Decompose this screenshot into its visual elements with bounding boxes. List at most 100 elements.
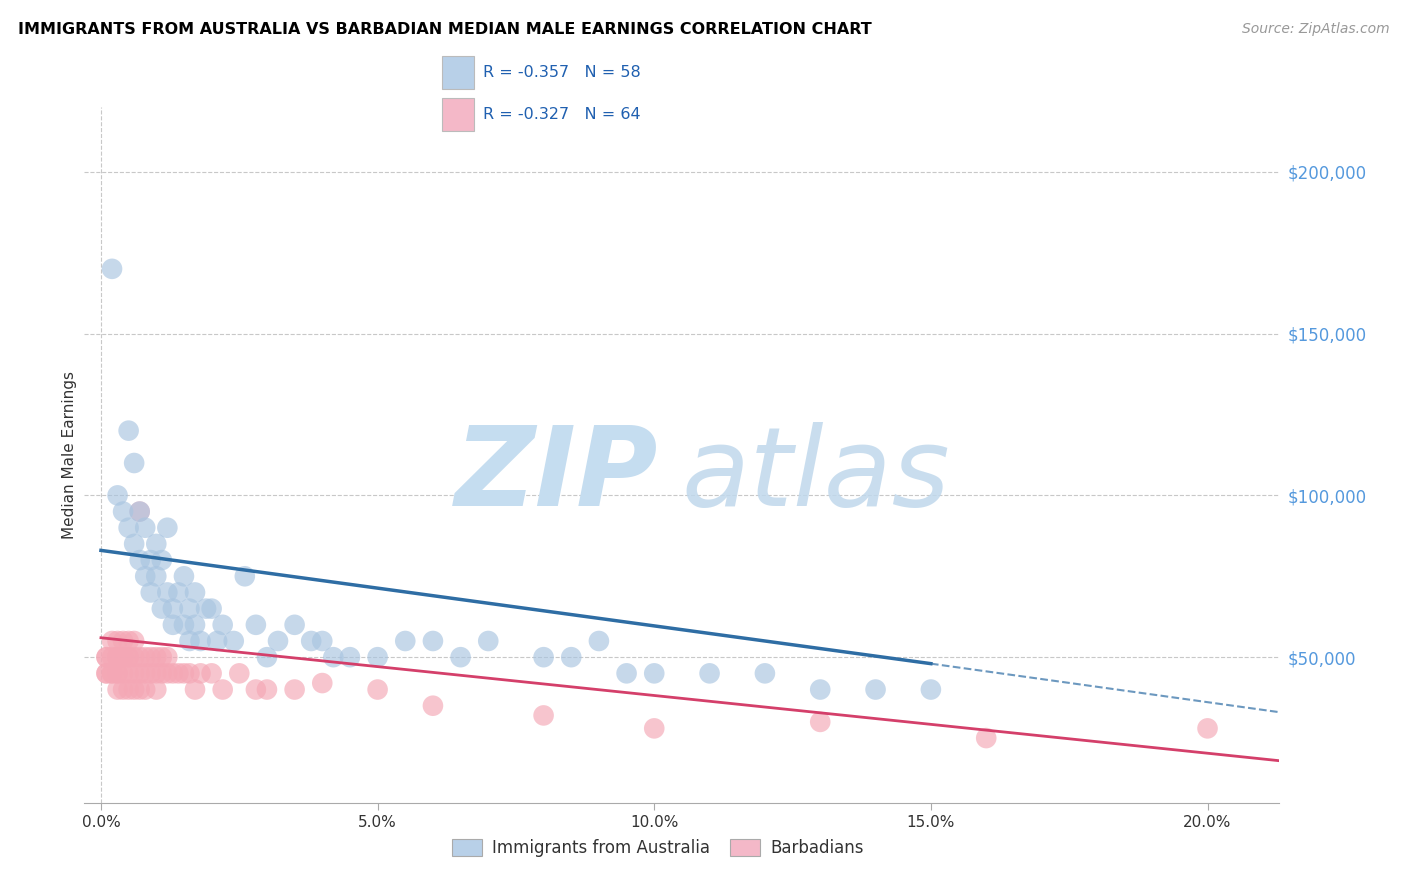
Point xyxy=(222,634,245,648)
Point xyxy=(128,504,150,518)
Point xyxy=(560,650,582,665)
Point xyxy=(134,682,156,697)
Point xyxy=(422,634,444,648)
Point xyxy=(96,650,118,665)
Point xyxy=(179,601,201,615)
Point xyxy=(450,650,472,665)
Point xyxy=(139,650,162,665)
Point xyxy=(201,666,224,681)
Point xyxy=(107,634,129,648)
Point xyxy=(107,682,129,697)
Point xyxy=(107,650,129,665)
Point xyxy=(339,650,361,665)
Point xyxy=(117,634,139,648)
Point xyxy=(211,682,233,697)
Point xyxy=(808,714,831,729)
Point xyxy=(477,634,499,648)
Point xyxy=(699,666,721,681)
Point xyxy=(101,634,124,648)
Point xyxy=(122,682,145,697)
Point xyxy=(156,650,179,665)
Point xyxy=(117,521,139,535)
Point xyxy=(139,585,162,599)
Point xyxy=(616,666,638,681)
Point xyxy=(643,722,665,736)
Point xyxy=(311,676,333,690)
Point xyxy=(117,650,139,665)
Point xyxy=(101,650,124,665)
Text: IMMIGRANTS FROM AUSTRALIA VS BARBADIAN MEDIAN MALE EARNINGS CORRELATION CHART: IMMIGRANTS FROM AUSTRALIA VS BARBADIAN M… xyxy=(18,22,872,37)
Point xyxy=(145,650,167,665)
Point xyxy=(117,682,139,697)
Point xyxy=(112,504,135,518)
Point xyxy=(134,569,156,583)
Point xyxy=(205,634,228,648)
Point xyxy=(112,634,135,648)
Point xyxy=(96,666,118,681)
Text: atlas: atlas xyxy=(682,422,950,529)
Point xyxy=(211,617,233,632)
Point xyxy=(150,553,173,567)
Point xyxy=(101,666,124,681)
Point xyxy=(643,666,665,681)
Point xyxy=(117,666,139,681)
Point xyxy=(533,708,555,723)
Point xyxy=(179,666,201,681)
Point xyxy=(284,682,307,697)
Text: R = -0.327   N = 64: R = -0.327 N = 64 xyxy=(484,107,641,122)
Point xyxy=(299,634,322,648)
Point xyxy=(96,650,118,665)
Point xyxy=(128,682,150,697)
Point xyxy=(173,617,195,632)
Point xyxy=(367,650,389,665)
Point xyxy=(233,569,256,583)
Point xyxy=(112,650,135,665)
FancyBboxPatch shape xyxy=(441,56,474,89)
Point xyxy=(228,666,250,681)
Point xyxy=(107,666,129,681)
Point xyxy=(156,666,179,681)
Point xyxy=(107,666,129,681)
Point xyxy=(322,650,344,665)
Point xyxy=(422,698,444,713)
Point xyxy=(134,666,156,681)
Point xyxy=(139,553,162,567)
Point xyxy=(162,601,184,615)
Point xyxy=(101,261,124,276)
Point xyxy=(167,585,190,599)
Point xyxy=(128,553,150,567)
Point xyxy=(145,537,167,551)
Point xyxy=(128,650,150,665)
Point xyxy=(117,650,139,665)
Point xyxy=(245,617,267,632)
Point xyxy=(256,682,278,697)
Legend: Immigrants from Australia, Barbadians: Immigrants from Australia, Barbadians xyxy=(446,832,870,864)
Point xyxy=(128,666,150,681)
Point xyxy=(920,682,942,697)
Point xyxy=(167,666,190,681)
Point xyxy=(156,521,179,535)
Point xyxy=(145,569,167,583)
Text: ZIP: ZIP xyxy=(454,422,658,529)
Point xyxy=(190,634,212,648)
Point xyxy=(184,682,207,697)
Point xyxy=(173,666,195,681)
Point xyxy=(588,634,610,648)
Point xyxy=(311,634,333,648)
Point xyxy=(162,666,184,681)
Point xyxy=(150,650,173,665)
Point xyxy=(156,585,179,599)
Point xyxy=(122,634,145,648)
Point xyxy=(107,488,129,502)
Text: R = -0.357   N = 58: R = -0.357 N = 58 xyxy=(484,65,641,80)
Point xyxy=(96,666,118,681)
Point xyxy=(150,601,173,615)
Point xyxy=(112,666,135,681)
Point xyxy=(533,650,555,665)
Point xyxy=(367,682,389,697)
Point xyxy=(134,521,156,535)
Point xyxy=(112,682,135,697)
Point xyxy=(122,456,145,470)
Point xyxy=(145,682,167,697)
Point xyxy=(145,666,167,681)
